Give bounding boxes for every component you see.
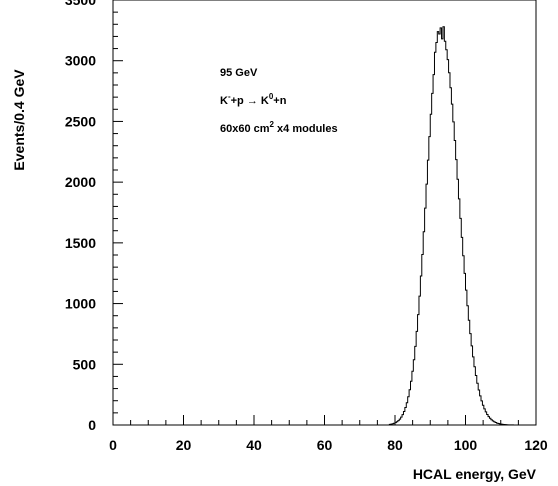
plot-frame bbox=[112, 0, 537, 426]
annotation-block: 95 GeV K-+p → K0+n 60x60 cm2 x4 modules bbox=[220, 67, 338, 135]
annotation-reaction: K-+p → K0+n bbox=[220, 92, 287, 107]
x-tick-label: 100 bbox=[454, 437, 478, 453]
x-tick-label: 80 bbox=[387, 437, 403, 453]
x-tick-label: 20 bbox=[176, 437, 192, 453]
y-tick-label: 0 bbox=[88, 417, 96, 433]
x-tick-label: 120 bbox=[524, 437, 548, 453]
x-tick-label: 40 bbox=[246, 437, 262, 453]
y-tick-label: 2000 bbox=[65, 174, 96, 190]
x-tick-labels: 0 20 40 60 80 100 120 bbox=[109, 437, 548, 453]
annotation-energy: 95 GeV bbox=[220, 67, 258, 79]
y-tick-label: 3500 bbox=[65, 0, 96, 8]
y-tick-labels: 0 500 1000 1500 2000 2500 3000 3500 bbox=[65, 0, 96, 433]
y-tick-label: 2500 bbox=[65, 113, 96, 129]
y-tick-label: 500 bbox=[73, 356, 97, 372]
histogram-series bbox=[113, 26, 536, 426]
axis-ticks bbox=[112, 0, 537, 426]
y-tick-label: 3000 bbox=[65, 53, 96, 69]
y-tick-label: 1500 bbox=[65, 235, 96, 251]
x-tick-label: 0 bbox=[109, 437, 117, 453]
x-tick-label: 60 bbox=[317, 437, 333, 453]
annotation-modules: 60x60 cm2 x4 modules bbox=[220, 120, 338, 135]
x-axis-label: HCAL energy, GeV bbox=[413, 466, 537, 482]
y-tick-label: 1000 bbox=[65, 296, 96, 312]
y-axis-label: Events/0.4 GeV bbox=[11, 69, 27, 171]
